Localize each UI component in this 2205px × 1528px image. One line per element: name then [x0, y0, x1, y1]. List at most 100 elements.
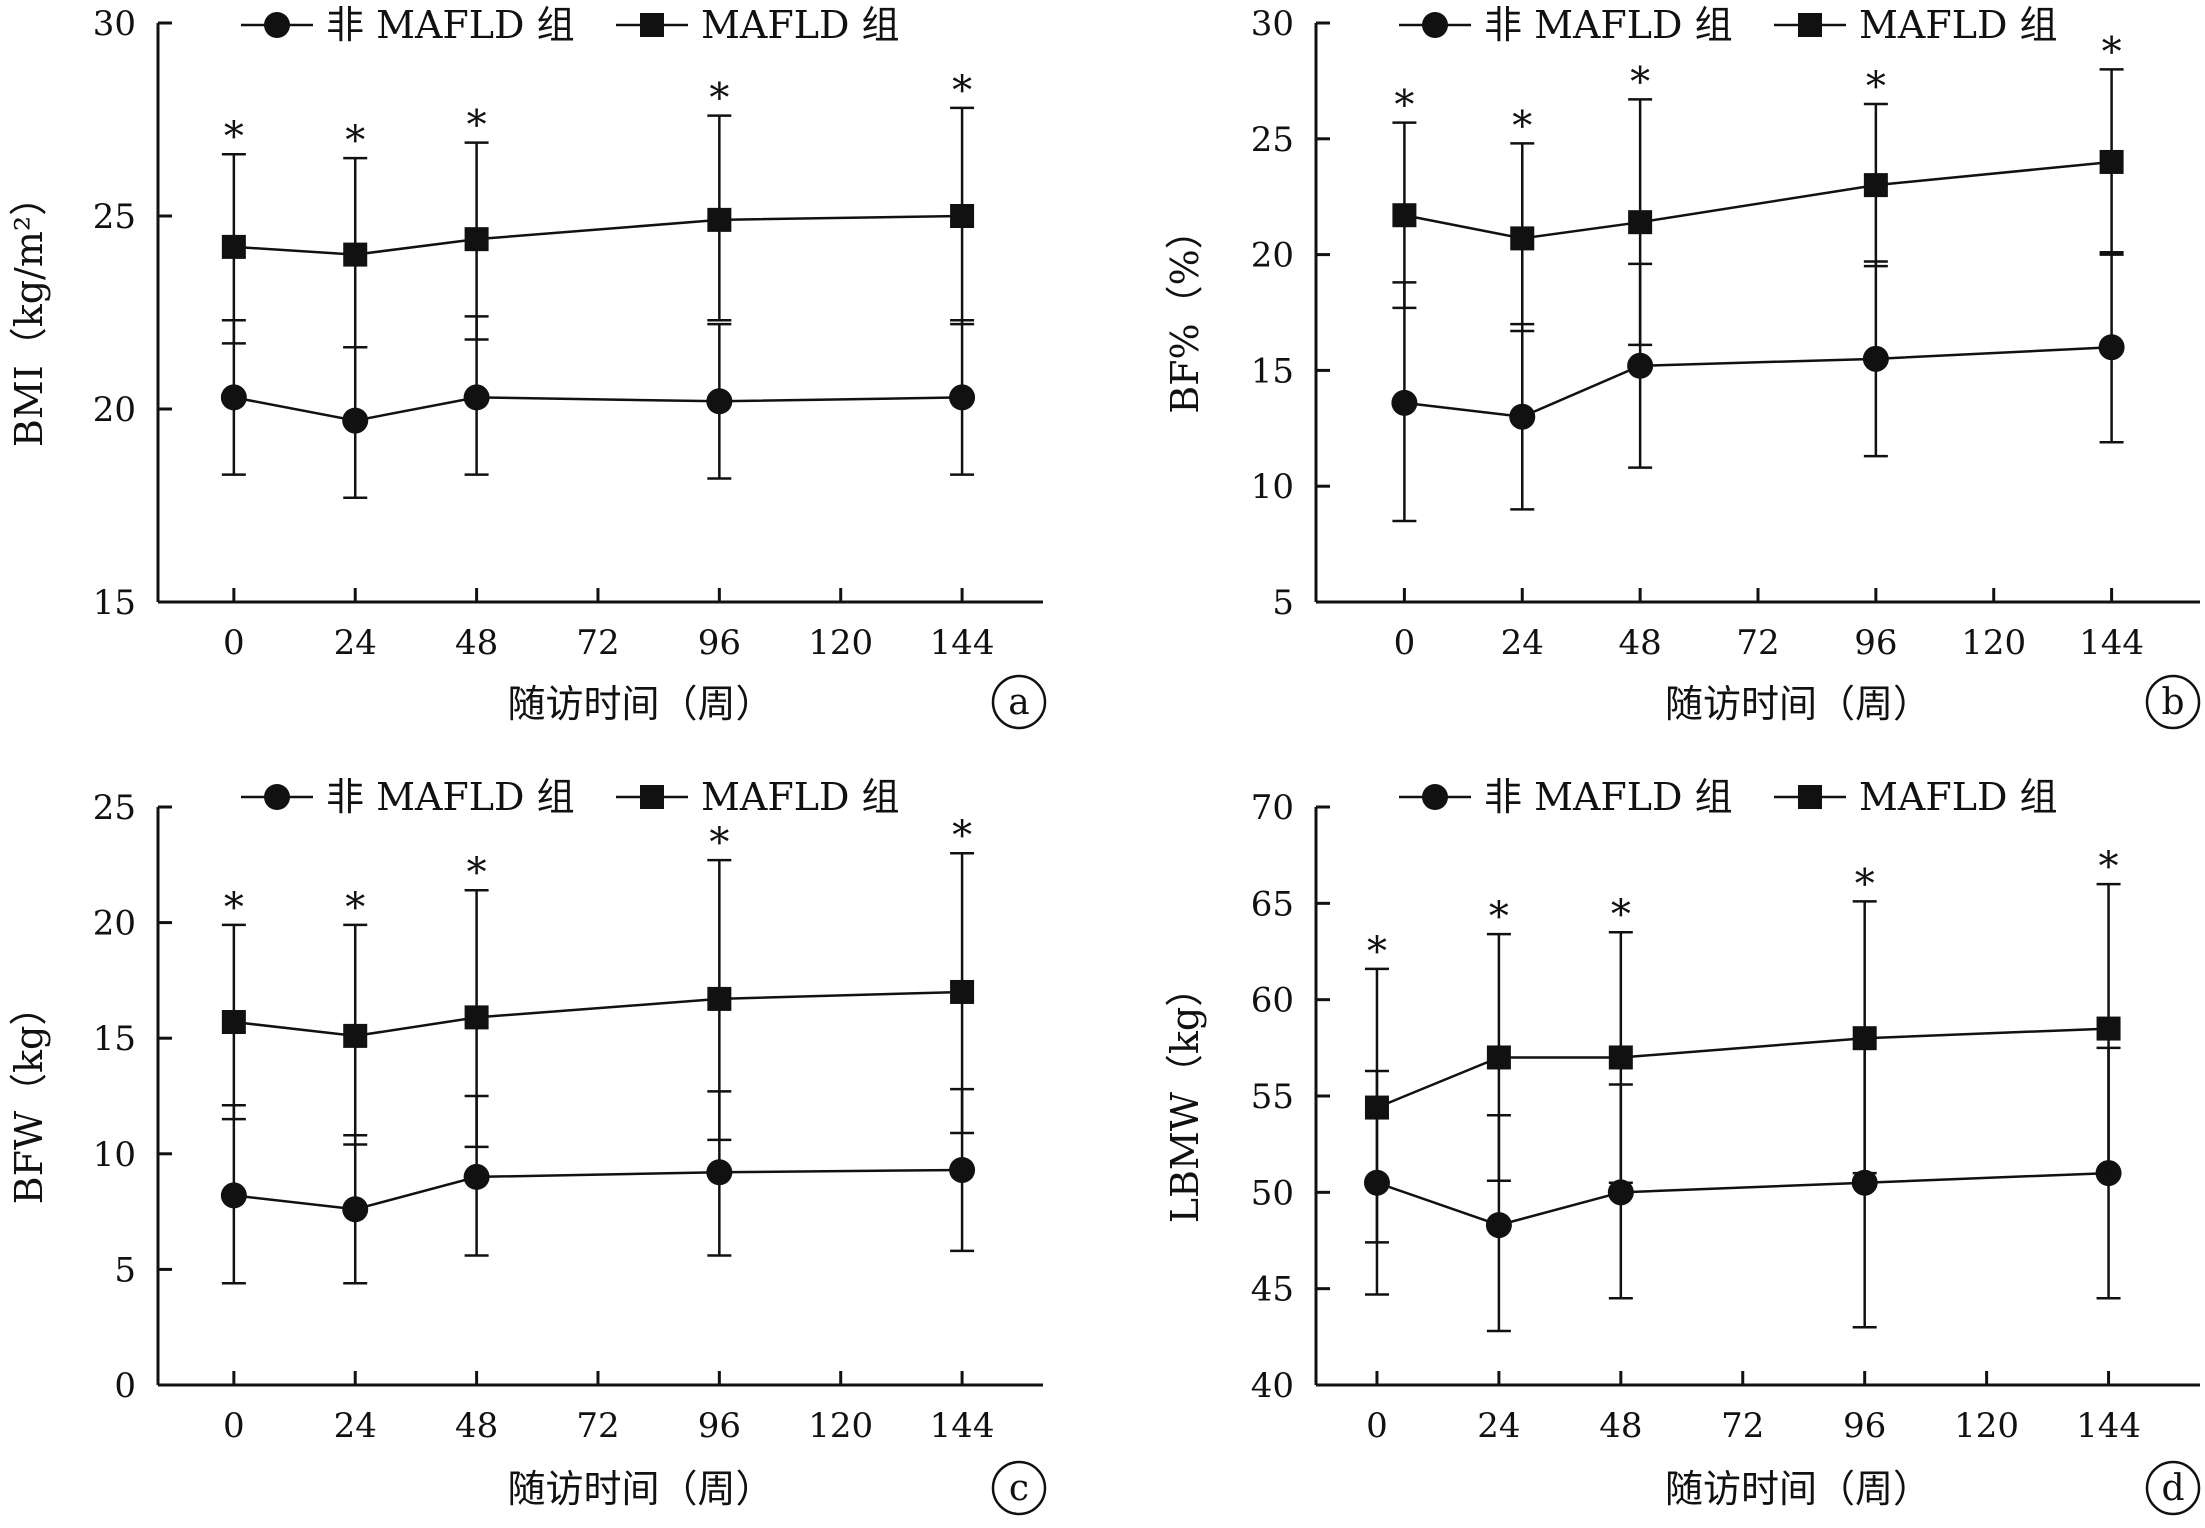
data-point-square: [343, 1023, 368, 1048]
y-axis-label: BF%（%）: [1163, 211, 1207, 414]
data-point-square: [343, 242, 368, 267]
legend-marker-square: [1798, 13, 1822, 37]
data-point-square: [464, 1005, 489, 1030]
data-point-circle: [1485, 1212, 1512, 1239]
x-axis-label: 随访时间（周）: [507, 1467, 773, 1511]
y-tick-label: 20: [93, 904, 136, 944]
chart-panel-b: 5 10 15 20 25 30 0 24 48 72 96 120 144 随访时间（周） BF%（%） b…: [1163, 3, 2201, 730]
x-axis-label: 随访时间（周）: [507, 682, 773, 726]
legend-marker-circle: [264, 784, 290, 810]
x-tick-label: 48: [1599, 1406, 1642, 1446]
series-mafld: [221, 106, 975, 349]
data-point-square: [950, 204, 975, 228]
legend-marker-circle: [1422, 12, 1448, 38]
x-tick-label: 72: [576, 623, 619, 663]
legend-item: 非 MAFLD 组: [1399, 3, 1733, 47]
y-tick-label: 10: [93, 1135, 136, 1175]
data-point-square: [1510, 226, 1535, 251]
data-point-square: [221, 234, 246, 259]
panel-letter-circle: [991, 674, 1047, 730]
legend-item: 非 MAFLD 组: [241, 3, 575, 47]
x-tick-label: 120: [1954, 1406, 2019, 1446]
data-point-square: [950, 979, 975, 1004]
data-point-square: [1628, 210, 1653, 235]
series-non-mafld: [220, 315, 976, 500]
legend-item: MAFLD 组: [616, 3, 900, 47]
series-line: [1404, 345, 2112, 419]
series-mafld: [1392, 68, 2124, 347]
y-tick-label: 65: [1251, 884, 1294, 924]
x-tick-label: 48: [1619, 623, 1662, 663]
legend-label: MAFLD 组: [701, 775, 900, 819]
legend-label: 非 MAFLD 组: [326, 775, 575, 819]
y-tick-label: 50: [1251, 1173, 1294, 1213]
y-tick-label: 70: [1251, 788, 1294, 828]
legend-label: 非 MAFLD 组: [1484, 775, 1733, 819]
panel-letter-circle: [2145, 1460, 2201, 1516]
x-tick-label: 72: [576, 1406, 619, 1446]
y-tick-label: 15: [1251, 351, 1294, 391]
legend-marker-square: [640, 785, 664, 809]
chart-panel-c: 0 5 10 15 20 25 0 24 48 72 96 120 144 随访时间（周） BFW（kg） c…: [7, 775, 1047, 1516]
data-point-circle: [706, 1159, 733, 1186]
significance-star: *: [1489, 894, 1509, 940]
data-point-circle: [463, 1163, 490, 1190]
y-tick-label: 0: [114, 1366, 136, 1406]
data-point-circle: [220, 1182, 247, 1209]
legend-label: 非 MAFLD 组: [326, 3, 575, 47]
legend-label: MAFLD 组: [701, 3, 900, 47]
data-point-square: [1486, 1045, 1511, 1070]
data-point-square: [1364, 1095, 1389, 1120]
legend-item: MAFLD 组: [616, 775, 900, 819]
y-tick-label: 15: [93, 583, 136, 623]
legend-marker-circle: [1422, 784, 1448, 810]
legend-label: MAFLD 组: [1859, 775, 2058, 819]
significance-star: *: [952, 813, 972, 859]
x-tick-label: 96: [698, 1406, 741, 1446]
data-point-square: [707, 986, 732, 1011]
data-point-square: [2096, 1016, 2121, 1041]
y-tick-label: 20: [93, 390, 136, 430]
x-axis-label: 随访时间（周）: [1665, 1467, 1931, 1511]
y-tick-label: 60: [1251, 981, 1294, 1021]
x-tick-label: 48: [455, 1406, 498, 1446]
data-point-circle: [706, 388, 733, 415]
y-tick-label: 25: [93, 197, 136, 237]
significance-star: *: [709, 76, 729, 122]
x-tick-label: 0: [223, 623, 245, 663]
data-point-circle: [949, 384, 976, 411]
legend-label: MAFLD 组: [1859, 3, 2058, 47]
significance-star: *: [1611, 892, 1631, 938]
y-tick-label: 25: [93, 788, 136, 828]
x-tick-label: 24: [1501, 623, 1544, 663]
legend-item: MAFLD 组: [1774, 3, 2058, 47]
significance-star: *: [1512, 103, 1532, 149]
significance-star: *: [2102, 29, 2122, 75]
legend-item: 非 MAFLD 组: [1399, 775, 1733, 819]
x-tick-label: 96: [1854, 623, 1897, 663]
data-point-circle: [1851, 1169, 1878, 1196]
panel-letter: b: [2161, 682, 2184, 723]
legend-item: 非 MAFLD 组: [241, 775, 575, 819]
y-tick-label: 15: [93, 1019, 136, 1059]
chart-panel-d: 40 45 50 55 60 65 70 0 24 48 72 96 120 144 随访时间（周） LBMW…: [1163, 775, 2201, 1516]
x-tick-label: 144: [2076, 1406, 2141, 1446]
significance-star: *: [709, 820, 729, 866]
data-point-circle: [342, 407, 369, 434]
series-non-mafld: [220, 1087, 976, 1285]
data-point-square: [707, 207, 732, 232]
series-mafld: [221, 851, 975, 1149]
significance-star: *: [952, 68, 972, 114]
significance-star: *: [345, 885, 365, 931]
significance-star: *: [1855, 861, 1875, 907]
x-tick-label: 0: [1366, 1406, 1388, 1446]
panel-letter: c: [1009, 1468, 1029, 1509]
data-point-circle: [1627, 352, 1654, 379]
x-tick-label: 72: [1721, 1406, 1764, 1446]
series-line: [1376, 1171, 2109, 1227]
panel-letter: d: [2161, 1468, 2184, 1509]
x-tick-label: 24: [334, 1406, 377, 1446]
legend-marker-square: [640, 13, 664, 37]
legend-label: 非 MAFLD 组: [1484, 3, 1733, 47]
